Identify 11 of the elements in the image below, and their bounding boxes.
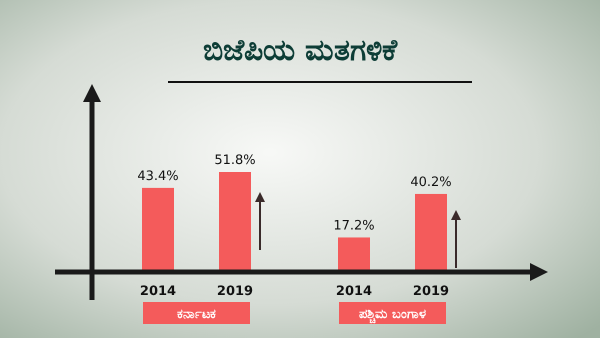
data-label: 43.4% xyxy=(137,168,179,184)
data-label: 40.2% xyxy=(410,174,452,190)
x-tick-label: 2014 xyxy=(140,284,176,299)
data-label: 17.2% xyxy=(333,218,375,234)
x-tick-label: 2019 xyxy=(216,284,254,299)
chart-title: ಬಿಜೆಪಿಯ ಮತಗಳಿಕೆ xyxy=(202,33,398,68)
text: ಪಶ್ಚಿಮ ಬಂಗಾಳ xyxy=(359,307,426,324)
x-tick-label: 2014 xyxy=(336,284,372,299)
x-tick-label: 2019 xyxy=(412,284,450,299)
data-label: 51.8% xyxy=(214,153,256,168)
text: ಕರ್ನಾಟಕ xyxy=(177,307,216,322)
